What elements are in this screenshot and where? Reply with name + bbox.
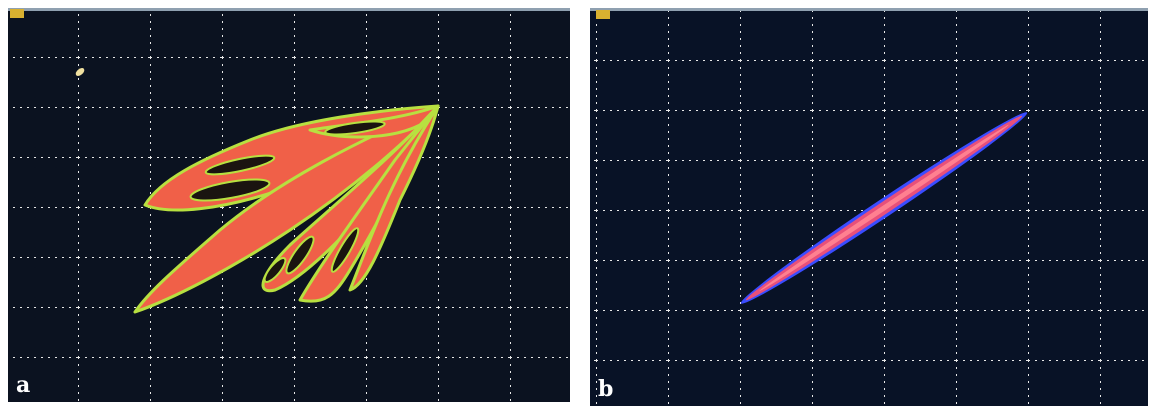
indicator: [10, 9, 24, 18]
page: a b (() => { const data = JSON.parse(doc…: [0, 0, 1156, 410]
top-bar: [8, 8, 570, 11]
panel-label: a: [16, 372, 30, 398]
panel-b: b: [590, 8, 1148, 406]
figure: a b: [0, 0, 1156, 410]
top-bar: [590, 8, 1148, 11]
panel-a: a: [8, 8, 570, 402]
indicator: [596, 10, 610, 19]
panel-label: b: [598, 376, 613, 402]
grid: [590, 8, 1148, 406]
